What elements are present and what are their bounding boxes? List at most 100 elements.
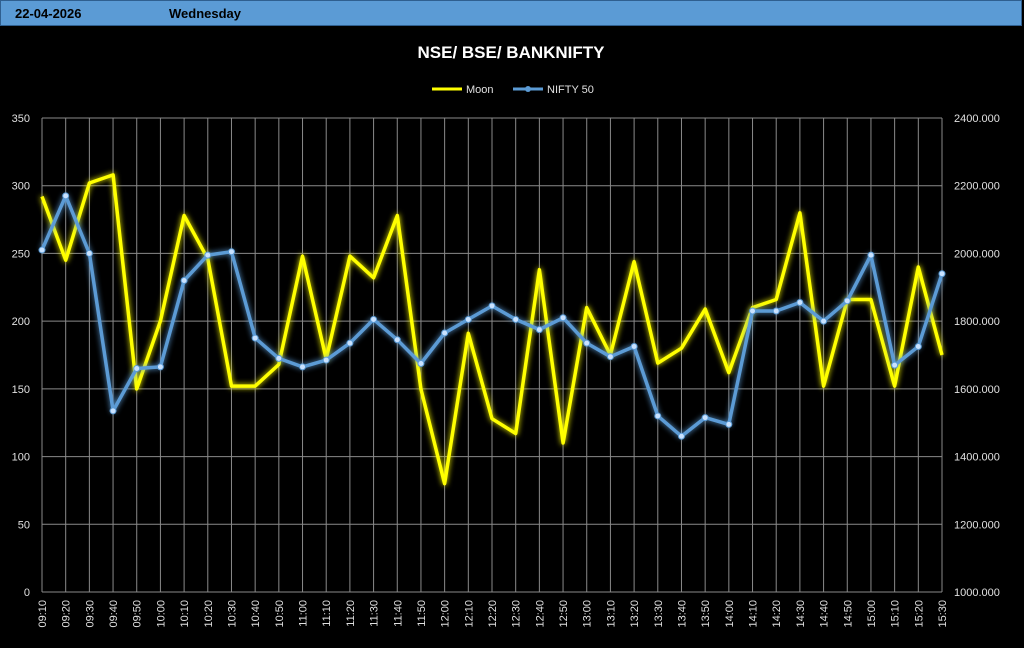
x-tick-label: 11:10 [321, 600, 333, 627]
nifty-50-point [630, 343, 638, 351]
x-tick-label: 14:50 [842, 600, 854, 628]
x-tick-label: 13:40 [676, 600, 688, 628]
nifty-50-point [749, 307, 757, 315]
nifty-50-point [512, 315, 520, 323]
nifty-50-point [559, 314, 567, 322]
nifty-50-point [938, 270, 946, 278]
nifty-50-point [417, 359, 425, 367]
x-tick-label: 13:20 [629, 600, 641, 628]
nifty-50-point [464, 315, 472, 323]
x-tick-label: 10:20 [203, 600, 215, 628]
nifty-50-point [156, 363, 164, 371]
x-tick-label: 10:40 [250, 600, 262, 628]
y-left-tick-label: 50 [18, 519, 30, 531]
x-tick-label: 10:00 [155, 600, 167, 628]
nifty-50-point [583, 339, 591, 347]
y-right-tick-label: 2200.000 [954, 181, 1000, 193]
x-tick-label: 09:20 [61, 600, 73, 628]
y-right-tick-label: 2000.000 [954, 248, 1000, 260]
legend: Moon NIFTY 50 [432, 84, 594, 96]
header-bar: 22-04-2026 Wednesday [0, 0, 1022, 26]
x-tick-label: 11:40 [392, 600, 404, 627]
x-tick-label: 13:30 [653, 600, 665, 628]
moon-series-line [40, 173, 944, 486]
nifty-50-point [370, 315, 378, 323]
nifty-50-point [867, 251, 875, 259]
y-right-tick-label: 2400.000 [954, 113, 1000, 125]
x-tick-label: 11:20 [345, 600, 357, 627]
nifty-50-point [654, 412, 662, 420]
y-left-tick-label: 300 [12, 181, 30, 193]
nifty-50-point [796, 299, 804, 307]
x-tick-label: 09:50 [132, 600, 144, 628]
y-right-tick-label: 1800.000 [954, 316, 1000, 328]
day-label: Wednesday [169, 6, 242, 21]
nifty-50-point [346, 339, 354, 347]
x-tick-label: 12:10 [463, 600, 475, 628]
nifty-50-point [322, 356, 330, 364]
x-tick-label: 15:10 [890, 600, 902, 628]
x-tick-label: 15:20 [913, 600, 925, 628]
x-tick-label: 09:40 [108, 600, 120, 628]
nifty-50-point [701, 414, 709, 422]
nifty-50-point [606, 353, 614, 361]
nifty-50-point [914, 343, 922, 351]
x-tick-label: 09:30 [84, 600, 96, 628]
x-tick-label: 14:10 [748, 600, 760, 628]
nifty-50-point [772, 307, 780, 315]
nifty-50-point [227, 248, 235, 256]
nifty-50-point [843, 297, 851, 305]
y-left-tick-label: 200 [12, 316, 30, 328]
nifty-50-point [38, 246, 46, 254]
x-tick-label: 15:30 [937, 600, 949, 628]
nifty-50-point [204, 251, 212, 259]
nifty-50-point [62, 192, 70, 200]
nifty-50-point [109, 407, 117, 415]
legend-nifty: NIFTY 50 [547, 84, 594, 96]
nifty-50-point [251, 334, 259, 342]
x-tick-label: 15:00 [866, 600, 878, 628]
x-tick-label: 12:40 [534, 600, 546, 628]
x-tick-label: 12:00 [440, 600, 452, 628]
nifty-50-point [133, 365, 141, 373]
y-right-tick-label: 1000.000 [954, 587, 1000, 599]
x-tick-label: 14:40 [819, 600, 831, 628]
nifty-50-point [891, 361, 899, 369]
nifty-50-point [820, 317, 828, 325]
y-left-tick-label: 250 [12, 248, 30, 260]
y-left-tick-label: 350 [12, 113, 30, 125]
nifty-50-point [725, 420, 733, 428]
y-right-tick-label: 1200.000 [954, 519, 1000, 531]
x-tick-label: 11:50 [416, 600, 428, 627]
x-tick-label: 14:20 [771, 600, 783, 628]
y-left-tick-label: 100 [12, 452, 30, 464]
x-tick-label: 12:20 [487, 600, 499, 628]
x-tick-label: 10:50 [274, 600, 286, 628]
nifty-50-point [677, 432, 685, 440]
x-tick-label: 10:30 [226, 600, 238, 628]
x-tick-label: 12:50 [558, 600, 570, 628]
nifty-50-point [180, 277, 188, 285]
legend-moon: Moon [466, 84, 494, 96]
y-left-tick-label: 0 [24, 587, 30, 599]
x-tick-label: 14:30 [795, 600, 807, 628]
x-tick-label: 13:10 [605, 600, 617, 628]
nifty-50-point [85, 249, 93, 257]
nifty-50-point [488, 302, 496, 310]
y-right-tick-label: 1600.000 [954, 384, 1000, 396]
x-tick-label: 13:00 [582, 600, 594, 628]
y-right-tick-label: 1400.000 [954, 452, 1000, 464]
x-tick-label: 12:30 [511, 600, 523, 628]
x-tick-label: 10:10 [179, 600, 191, 628]
date-label: 22-04-2026 [15, 6, 82, 21]
nifty-50-point [535, 326, 543, 334]
chart-title: NSE/ BSE/ BANKNIFTY [417, 43, 605, 62]
x-tick-label: 11:30 [369, 600, 381, 627]
nifty-50-point [299, 363, 307, 371]
x-tick-label: 11:00 [298, 600, 310, 627]
x-tick-label: 14:00 [724, 600, 736, 628]
x-tick-label: 09:10 [37, 600, 49, 628]
line-chart: NSE/ BSE/ BANKNIFTY Moon NIFTY 50 0 50 100… [12, 43, 1000, 628]
nifty-50-point [275, 354, 283, 362]
x-tick-label: 13:50 [700, 600, 712, 628]
